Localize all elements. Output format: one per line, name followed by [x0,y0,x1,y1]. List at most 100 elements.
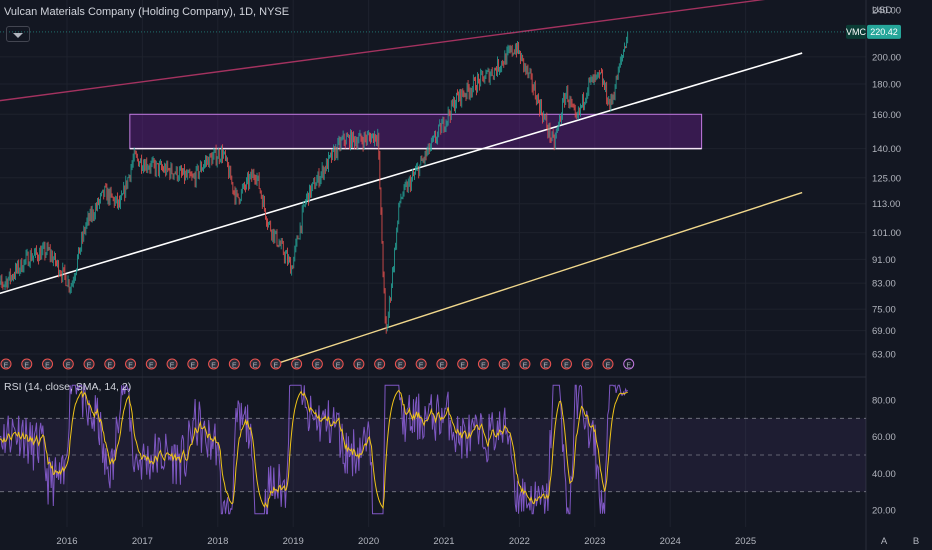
earnings-marker [415,358,427,370]
rsi-tick-label: 40.00 [872,469,896,480]
earnings-marker-label: E [4,363,9,370]
corner-button[interactable]: B [913,536,919,547]
price-tick-label: 75.00 [872,305,896,316]
earnings-marker-label: E [315,363,320,370]
price-tick-label: 91.00 [872,255,896,266]
earnings-marker-label: E [460,363,465,370]
demand-zone-box [129,113,703,150]
ticker-tag [846,24,866,39]
earnings-marker [125,358,137,370]
earnings-marker-label: E [24,363,29,370]
rsi-title: RSI (14, close, SMA, 14, 2) [4,381,132,393]
earnings-marker-label: E [523,363,528,370]
chart-title: Vulcan Materials Company (Holding Compan… [4,6,290,18]
earnings-marker [477,358,489,370]
earnings-marker [187,358,199,370]
time-axis[interactable]: 2016 2017 2018 2019 2020 2021 2022 2023 2024 2025… [56,536,919,547]
earnings-marker-label: E [440,363,445,370]
earnings-marker [560,358,572,370]
price-tick-label: 113.00 [872,199,900,210]
earnings-marker [623,358,635,370]
earnings-marker-label: E [149,363,154,370]
earnings-marker-label: E [336,363,341,370]
rsi-sma-line [0,389,628,510]
earnings-marker-label: E [606,363,611,370]
earnings-marker [21,358,33,370]
earnings-marker [311,358,323,370]
earnings-marker-label: E [502,363,507,370]
trend-lines[interactable] [0,0,803,363]
last-price-label: VMC 220.42 [0,24,901,39]
channel-top-line [0,0,766,102]
earnings-marker-label: E [626,363,631,370]
earnings-marker [62,358,74,370]
collapse-legend-icon[interactable] [6,26,30,42]
price-tick-label: 140.00 [872,144,901,155]
earnings-marker-label: E [87,363,92,370]
time-tick-label: 2024 [660,536,681,547]
earnings-marker-label: E [585,363,590,370]
channel-mid-line [0,52,803,295]
time-tick-label: 2023 [584,536,605,547]
time-tick-label: 2017 [132,536,153,547]
price-tick-label: 63.00 [872,350,896,361]
time-tick-label: 2018 [207,536,228,547]
earnings-marker-label: E [357,363,362,370]
price-tick-label: 160.00 [872,110,901,121]
time-tick-label: 2019 [283,536,304,547]
earnings-marker [519,358,531,370]
earnings-marker [166,358,178,370]
rsi-tick-label: 20.00 [872,506,896,517]
earnings-marker [208,358,220,370]
earnings-marker-label: E [107,363,112,370]
time-tick-label: 2025 [735,536,756,547]
earnings-marker [498,358,510,370]
demand-zone[interactable] [129,113,703,150]
earnings-marker [394,358,406,370]
earnings-marker-label: E [170,363,175,370]
earnings-marker [332,358,344,370]
earnings-marker [602,358,614,370]
price-tick-label: 125.00 [872,173,901,184]
earnings-marker [249,358,261,370]
price-tick-label: 101.00 [872,228,901,239]
corner-button[interactable]: A [881,536,888,547]
earnings-marker-label: E [377,363,382,370]
earnings-marker [457,358,469,370]
earnings-marker [436,358,448,370]
earnings-marker [42,358,54,370]
time-tick-label: 2021 [433,536,454,547]
price-axis[interactable]: 63.00 69.00 75.00 83.00 91.00 101.00 113.00 125… [872,5,901,517]
earnings-marker-label: E [543,363,548,370]
rsi-line [0,384,629,515]
time-tick-label: 2016 [56,536,77,547]
earnings-marker [353,358,365,370]
time-tick-label: 2022 [509,536,530,547]
candlesticks [0,31,629,334]
earnings-marker [374,358,386,370]
earnings-marker [581,358,593,370]
earnings-marker-label: E [294,363,299,370]
price-tick-label: 200.00 [872,52,901,63]
price-tick-label: 69.00 [872,326,896,337]
time-tick-label: 2020 [358,536,379,547]
earnings-marker-label: E [190,363,195,370]
earnings-marker-label: E [211,363,216,370]
ticker-label: VMC [846,27,867,37]
earnings-marker-label: E [66,363,71,370]
earnings-marker-label: E [481,363,486,370]
currency-label: USD [872,5,892,16]
price-tick-label: 180.00 [872,79,901,90]
price-tag [867,24,901,39]
earnings-marker-label: E [398,363,403,370]
earnings-marker [228,358,240,370]
price-tick-label: 83.00 [872,279,896,290]
earnings-marker [104,358,116,370]
rsi-tick-label: 80.00 [872,396,896,407]
earnings-marker-label: E [274,363,279,370]
earnings-marker [83,358,95,370]
earnings-marker [0,358,12,370]
earnings-marker-label: E [253,363,258,370]
